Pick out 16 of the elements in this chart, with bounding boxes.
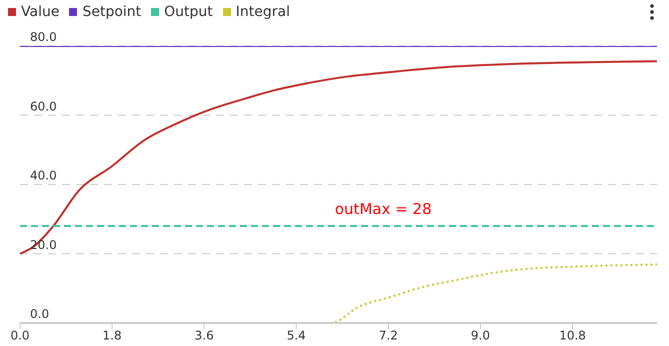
x-tick-label: 7.2 [378, 328, 398, 343]
legend-label: Setpoint [82, 4, 142, 20]
x-tick-label: 9.0 [470, 328, 490, 343]
y-tick-label: 80.0 [30, 30, 57, 44]
y-tick-label: 60.0 [30, 99, 57, 114]
y-tick-label: 40.0 [30, 168, 57, 182]
annotation: outMax = 28 [334, 200, 432, 218]
x-tick-label: 1.8 [102, 328, 122, 343]
x-tick-label: 5.4 [286, 328, 306, 343]
x-tick-label: 3.6 [194, 328, 214, 343]
x-tick-label: 0.0 [10, 328, 30, 343]
legend-label: Output [164, 4, 213, 20]
legend-label: Value [21, 4, 60, 20]
x-tick-label: 10.8 [559, 328, 586, 343]
legend-label: Integral [236, 4, 290, 20]
y-tick-label: 0.0 [30, 307, 50, 321]
